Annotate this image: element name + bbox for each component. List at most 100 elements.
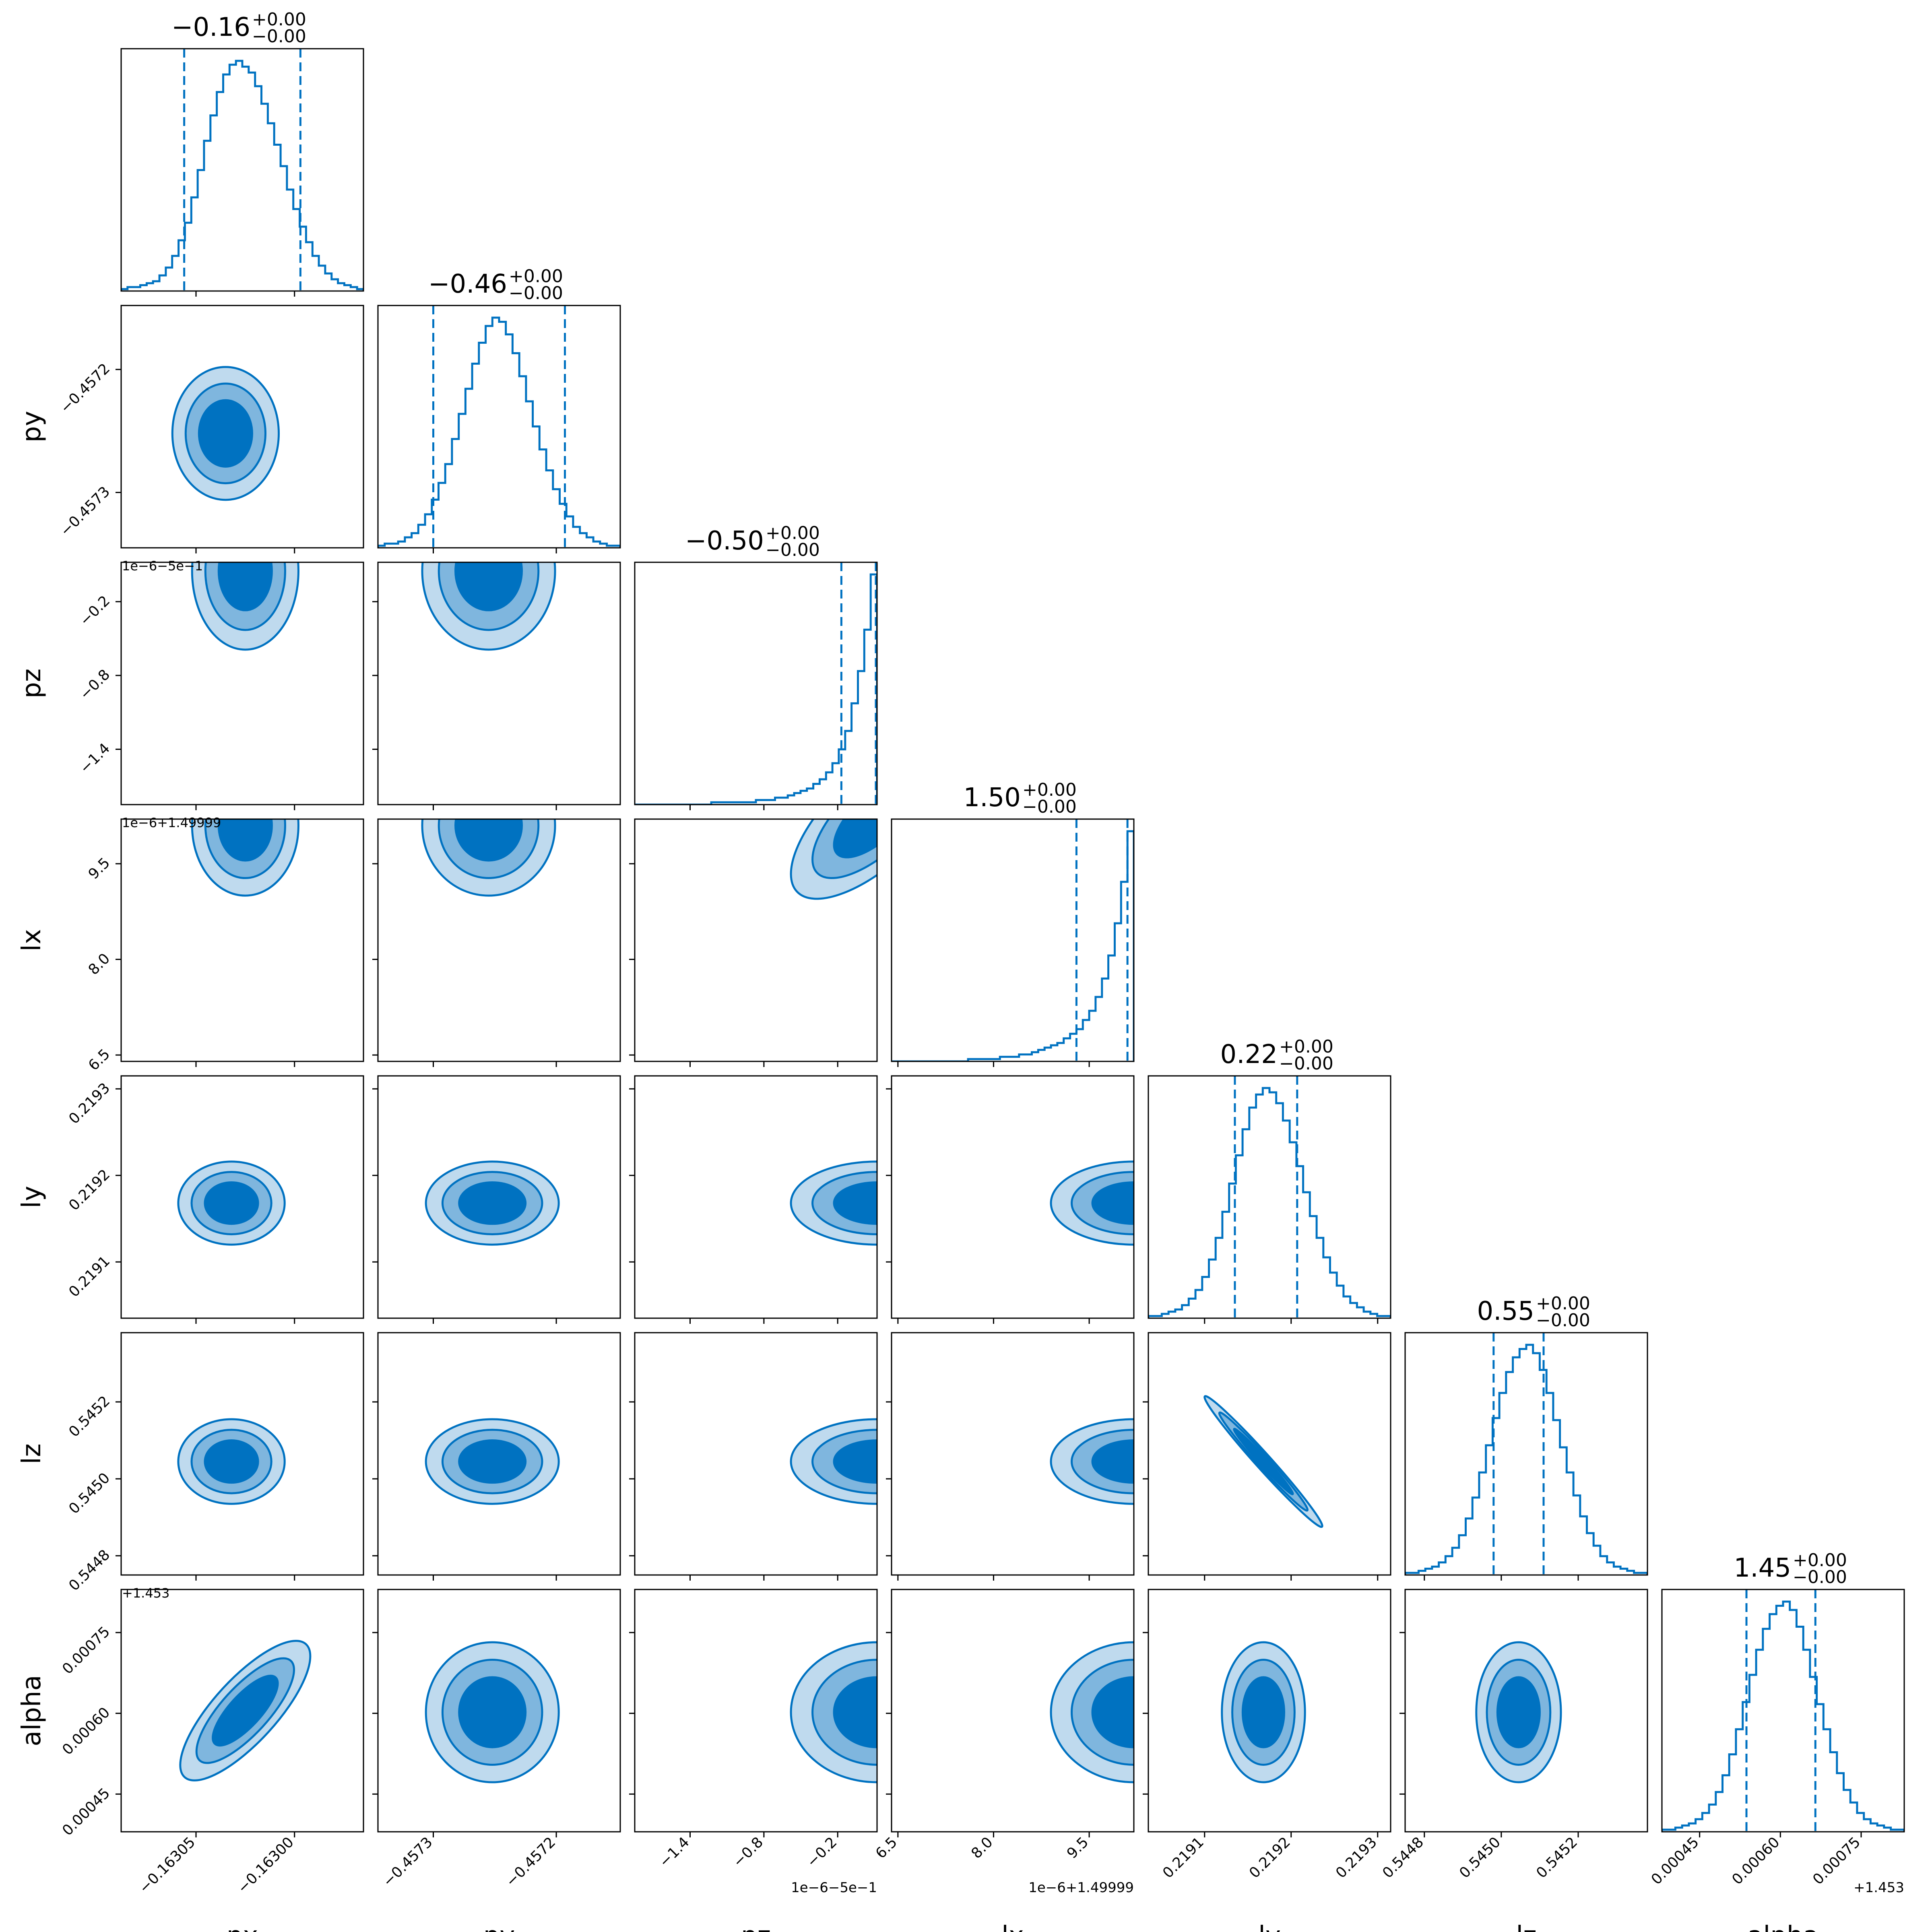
x-tick-label: 8.0 [968,1834,996,1862]
contour-level-1 [458,1676,527,1748]
y-axis-label-lx: lx [17,929,47,952]
panel-frame-5-5 [1404,1332,1648,1576]
title-plus: +0.00 [1793,1550,1847,1571]
x-axis-label-py: py [483,1921,515,1932]
y-tick-label: 0.2193 [66,1080,113,1127]
title-minus: −0.00 [509,283,563,303]
contour-lx-ly [1050,1160,1134,1246]
panel-frame-5-2 [634,1332,878,1576]
contour-py-lz [425,1418,560,1505]
x-tick-label: 0.2191 [1160,1834,1207,1881]
contour-py-alpha [425,1641,560,1783]
x-axis-label-px: px [227,1921,258,1932]
x-axis-label-pz: pz [741,1921,771,1932]
x-tick-label: 0.5448 [1379,1834,1427,1881]
panel-frame-6-5 [1404,1589,1648,1833]
contour-px-lz [177,1418,286,1505]
title-alpha: 1.45 +0.00−0.00 [1734,1550,1847,1587]
x-tick-label: 9.5 [1064,1834,1092,1862]
contour-py-ly [425,1160,560,1246]
histogram-steps [378,316,620,548]
contour-level-1 [204,1439,259,1484]
contour-level-1 [1091,1181,1134,1225]
histogram-steps [635,573,877,805]
y-axis-label-alpha: alpha [17,1675,47,1746]
y-tick-label: 6.5 [85,1046,113,1074]
panel-frame-6-2 [634,1589,878,1833]
panel-frame-3-2 [634,818,878,1062]
panel-frame-4-1 [377,1075,621,1319]
histogram-py [378,305,620,548]
panel-frame-5-1 [377,1332,621,1576]
histogram-px [121,49,363,291]
y-tick-label: 0.5450 [66,1470,113,1517]
panel-frame-6-1 [377,1589,621,1833]
panel-frame-1-1 [377,305,621,549]
x-tick-label: −1.4 [656,1834,693,1870]
histogram-steps [1405,1344,1647,1575]
contour-ly-lz [1203,1395,1323,1528]
panel-frame-3-0 [120,818,364,1062]
x-axis-label-alpha: alpha [1747,1921,1818,1932]
panel-frame-4-4 [1148,1075,1391,1319]
panel-frame-1-0 [120,305,364,549]
x-tick-label: −0.16300 [234,1834,297,1897]
y-tick-label: 0.00075 [59,1623,113,1677]
histogram-steps [121,60,363,291]
x-axis-label-lx: lx [1001,1921,1024,1932]
title-minus: −0.00 [1279,1053,1333,1074]
contour-level-1 [458,1181,527,1225]
x-tick-label: −0.8 [730,1834,766,1870]
contour-lx-alpha [1050,1641,1134,1783]
y-tick-label: 9.5 [85,855,113,882]
y-axis-label-lz: lz [17,1443,47,1464]
panel-frame-6-3 [891,1589,1135,1833]
panel-frame-4-2 [634,1075,878,1319]
title-lz: 0.55 +0.00−0.00 [1477,1293,1590,1331]
y-tick-label: 0.00060 [59,1704,113,1758]
contour-lz-alpha [1475,1641,1562,1783]
x-tick-label: 0.00045 [1648,1834,1702,1888]
contour-level-1 [1241,1676,1286,1748]
panel-frame-5-3 [891,1332,1135,1576]
y-axis-label-ly: ly [17,1186,47,1208]
y-tick-label: 0.5448 [66,1547,113,1594]
y-axis-label-py: py [17,411,47,443]
x-axis-label-ly: ly [1258,1921,1281,1932]
histogram-steps [1662,1600,1904,1832]
title-plus: +0.00 [252,9,306,30]
y-tick-label: −0.8 [77,667,114,703]
panel-frame-2-0 [120,561,364,805]
panel-frame-6-6 [1661,1589,1905,1833]
contour-px-ly [177,1160,286,1246]
panel-frame-6-4 [1148,1589,1391,1833]
title-ly: 0.22 +0.00−0.00 [1220,1036,1333,1074]
panel-frame-4-3 [891,1075,1135,1319]
contour-level-1 [204,1181,259,1225]
panel-frame-4-0 [120,1075,364,1319]
contour-level-1 [212,1674,279,1747]
contour-py-pz [421,562,556,651]
x-tick-label: −0.4572 [503,1834,559,1890]
y-offset-label-alpha: +1.453 [122,1585,169,1601]
title-value: 1.50 [964,783,1021,813]
x-offset-label-alpha: +1.453 [1854,1880,1904,1896]
contour-level-1 [458,1439,527,1484]
x-tick-label: 0.5450 [1456,1834,1504,1881]
contour-level-1 [217,819,273,862]
y-tick-label: 0.2192 [66,1166,113,1214]
title-plus: +0.00 [766,523,820,543]
y-axis-label-pz: pz [17,669,47,698]
contour-level-1 [217,562,273,611]
title-py: −0.46 +0.00−0.00 [428,266,563,303]
y-tick-label: −1.4 [77,740,114,777]
x-tick-label: 0.00060 [1729,1834,1783,1888]
title-pz: −0.50 +0.00−0.00 [685,523,820,560]
contour-level-1 [1233,1428,1294,1495]
contour-level-1 [1091,1439,1134,1484]
histogram-ly [1148,1076,1391,1318]
title-plus: +0.00 [1279,1036,1333,1057]
title-value: −0.16 [171,12,250,42]
x-tick-label: 0.2193 [1333,1834,1380,1881]
